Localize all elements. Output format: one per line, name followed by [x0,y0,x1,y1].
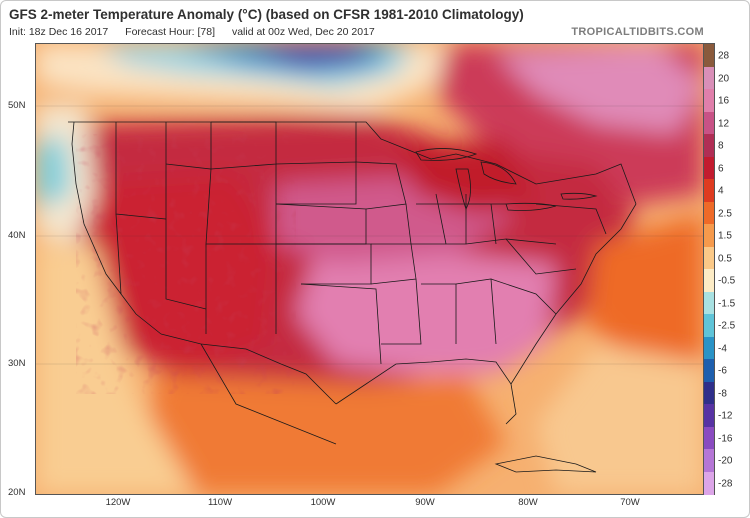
valid-time: valid at 00z Wed, Dec 20 2017 [231,26,375,38]
colorbar-swatch [704,291,714,315]
colorbar-label: -20 [718,455,733,467]
terrain-texture [76,134,296,394]
colorbar-swatch [704,359,714,382]
colorbar-label: -28 [718,478,733,490]
init-time: Init: 18z Dec 16 2017 [9,26,109,38]
temperature-anomaly-map [35,43,705,495]
colorbar-swatch [704,44,714,67]
lat-label-20n: 20N [8,487,26,498]
colorbar-swatch [704,224,714,247]
lon-label-90w: 90W [415,497,435,508]
colorbar [703,43,715,495]
colorbar-swatch [704,404,714,427]
colorbar-label: -2.5 [718,320,736,332]
us-east-coast [510,203,637,385]
colorbar-label: -6 [718,365,727,377]
lon-label-120w: 120W [105,497,131,508]
colorbar-label: 1.5 [718,230,732,242]
colorbar-label: 20 [718,73,730,85]
map-svg [36,44,704,494]
us-mexico-border [160,333,337,405]
graticule [36,105,704,365]
colorbar-swatch [704,201,714,225]
colorbar-swatch [704,179,714,202]
colorbar-label: -12 [718,410,733,422]
us-west-coast [71,121,162,335]
cuba-outline [494,455,597,473]
lon-label-110w: 110W [207,497,233,508]
colorbar-swatch [704,471,714,495]
colorbar-swatch [704,111,714,135]
colorbar-label: -0.5 [718,275,736,287]
page-title: GFS 2-meter Temperature Anomaly (°C) (ba… [9,7,524,22]
colorbar-swatch [704,426,714,450]
colorbar-swatch [704,336,714,360]
us-canada-border [68,121,637,205]
colorbar-label: 2.5 [718,208,732,220]
colorbar-label: 8 [718,140,724,152]
colorbar-swatch [704,381,714,405]
brand-watermark: TROPICALTIDBITS.COM [571,26,704,38]
colorbar-swatch [704,314,714,337]
colorbar-label: 4 [718,185,724,197]
lon-label-70w: 70W [620,497,640,508]
colorbar-label: -16 [718,433,733,445]
lon-label-80w: 80W [518,497,538,508]
colorbar-swatch [704,156,714,180]
colorbar-swatch [704,449,714,472]
great-lakes [415,148,598,211]
forecast-hour: Forecast Hour: [78] [125,26,216,38]
colorbar-label: -8 [718,388,727,400]
colorbar-label: 16 [718,95,730,107]
colorbar-swatch [704,89,714,112]
gulf-coast [335,358,517,425]
colorbar-swatch [704,66,714,90]
colorbar-label: -1.5 [718,298,736,310]
lon-label-100w: 100W [310,497,336,508]
lat-label-30n: 30N [8,358,26,369]
colorbar-label: -4 [718,343,727,355]
colorbar-swatch [704,246,714,270]
lat-label-40n: 40N [8,230,26,241]
colorbar-label: 12 [718,118,730,130]
colorbar-swatch [704,134,714,157]
lat-label-50n: 50N [8,100,26,111]
colorbar-label: 0.5 [718,253,732,265]
forecast-info: Init: 18z Dec 16 2017 Forecast Hour: [78… [9,26,389,38]
colorbar-swatch [704,269,714,292]
colorbar-label: 28 [718,50,730,62]
colorbar-label: 6 [718,163,724,175]
political-boundaries [68,121,637,473]
